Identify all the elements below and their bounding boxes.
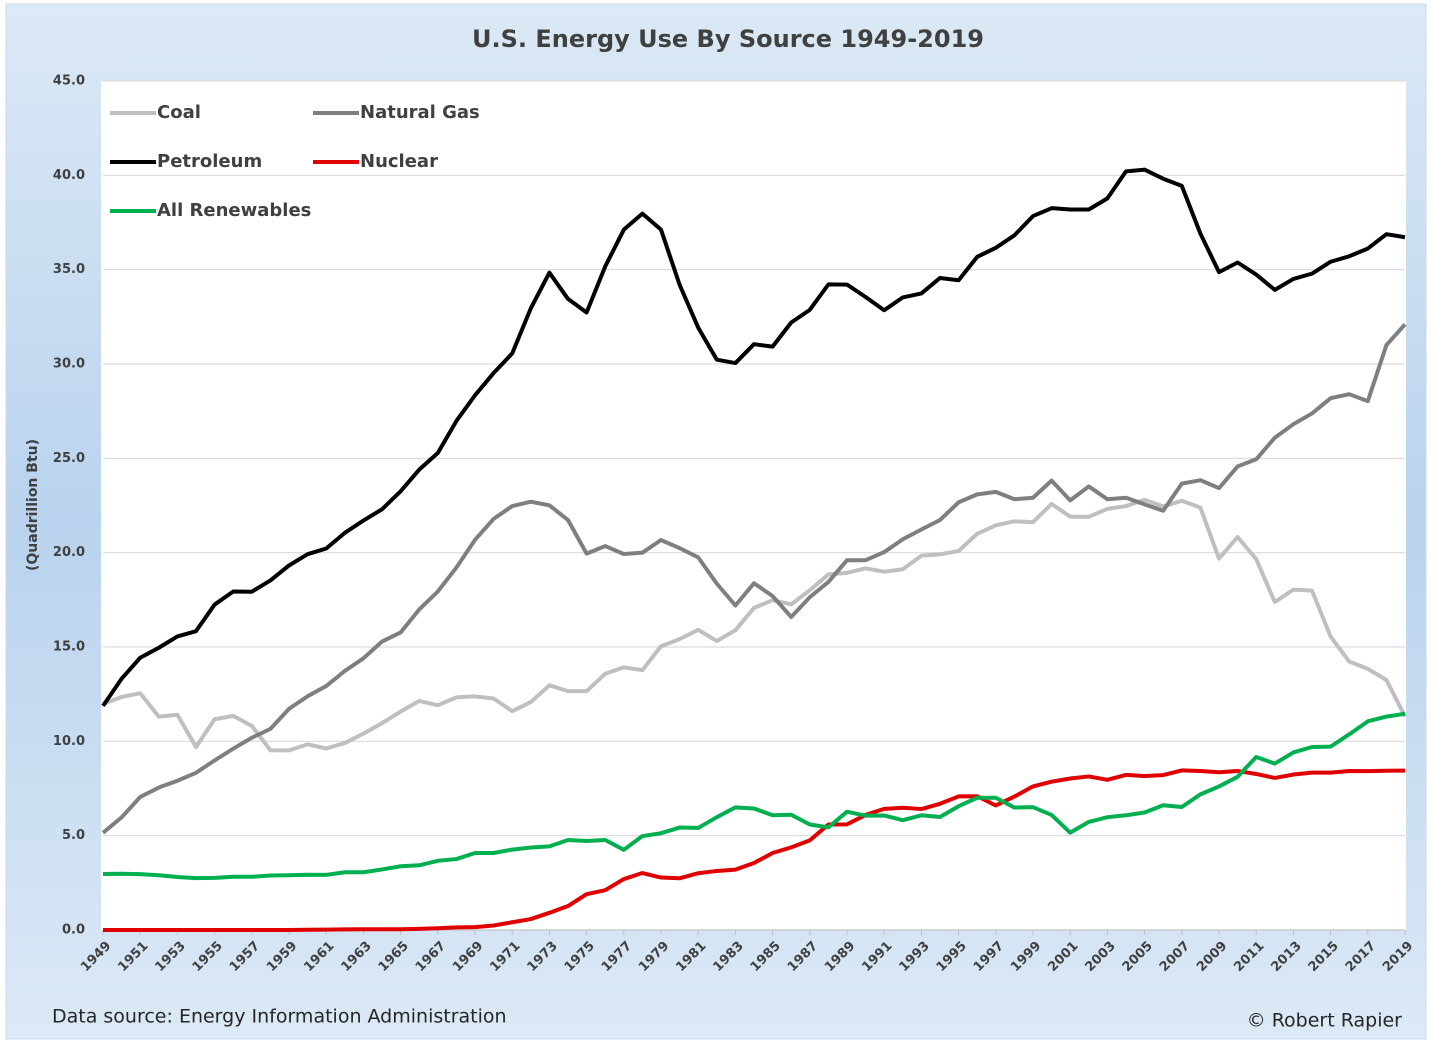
y-tick-label: 10.0 — [53, 734, 85, 749]
series-line — [103, 768, 1406, 932]
legend-label: Coal — [157, 102, 201, 123]
y-tick-label: 45.0 — [53, 74, 85, 89]
legend-label: All Renewables — [157, 200, 311, 221]
legend-label: Natural Gas — [360, 102, 480, 123]
series-line — [101, 167, 1406, 707]
y-tick-label: 15.0 — [53, 640, 85, 655]
legend-label: Nuclear — [360, 151, 438, 172]
y-tick-label: 35.0 — [53, 262, 85, 277]
source-note: Data source: Energy Information Administ… — [52, 1006, 507, 1028]
chart-title: U.S. Energy Use By Source 1949-2019 — [472, 25, 984, 53]
series-line — [102, 711, 1406, 881]
legend-label: Petroleum — [157, 151, 262, 172]
credit: © Robert Rapier — [1247, 1010, 1403, 1032]
y-axis-label: (Quadrillion Btu) — [25, 439, 41, 571]
plot-area — [101, 81, 1406, 930]
y-tick-label: 5.0 — [62, 828, 85, 843]
y-tick-label: 0.0 — [62, 923, 85, 938]
y-tick-label: 20.0 — [53, 545, 85, 560]
y-tick-label: 25.0 — [53, 451, 85, 466]
series-line — [102, 497, 1407, 753]
y-tick-label: 40.0 — [53, 168, 85, 183]
series-line — [101, 323, 1407, 835]
y-tick-label: 30.0 — [53, 357, 85, 372]
